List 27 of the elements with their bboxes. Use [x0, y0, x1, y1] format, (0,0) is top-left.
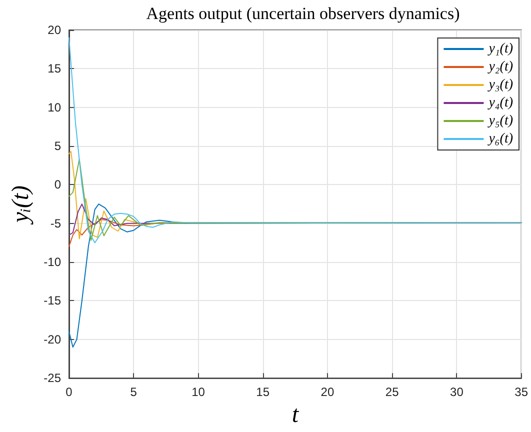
legend-label: y₂(t)	[486, 60, 514, 74]
y-tick-label: -20	[44, 332, 62, 346]
x-tick-label: 20	[320, 385, 334, 400]
x-tick-label: 10	[192, 385, 206, 400]
x-tick-label: 25	[385, 385, 400, 400]
x-tick-label: 5	[130, 385, 138, 400]
y-tick-label: -15	[44, 294, 62, 308]
y-tick-label: 5	[54, 139, 62, 154]
legend-label: y₄(t)	[486, 96, 514, 110]
x-axis-title: t	[292, 402, 300, 428]
y-tick-label: 20	[48, 23, 62, 37]
y-tick-label: -5	[50, 216, 62, 230]
legend-label: y₅(t)	[486, 114, 514, 128]
x-tick-label: 0	[66, 385, 73, 400]
y-tick-label: -10	[44, 255, 62, 270]
y-tick-label: 10	[48, 100, 62, 114]
x-tick-label: 15	[256, 385, 270, 400]
legend-label: y₁(t)	[486, 42, 514, 56]
y-tick-label: 15	[48, 62, 62, 76]
chart-title: Agents output (uncertain observers dynamics)	[146, 4, 460, 23]
y-tick-label: -25	[44, 371, 62, 386]
y-axis-title: yᵢ(t)	[8, 185, 34, 225]
legend-label: y₆(t)	[486, 132, 514, 146]
y-tick-label: 0	[54, 178, 62, 192]
legend-label: y₃(t)	[486, 78, 514, 92]
x-tick-label: 35	[514, 385, 528, 400]
x-tick-label: 30	[450, 385, 464, 400]
